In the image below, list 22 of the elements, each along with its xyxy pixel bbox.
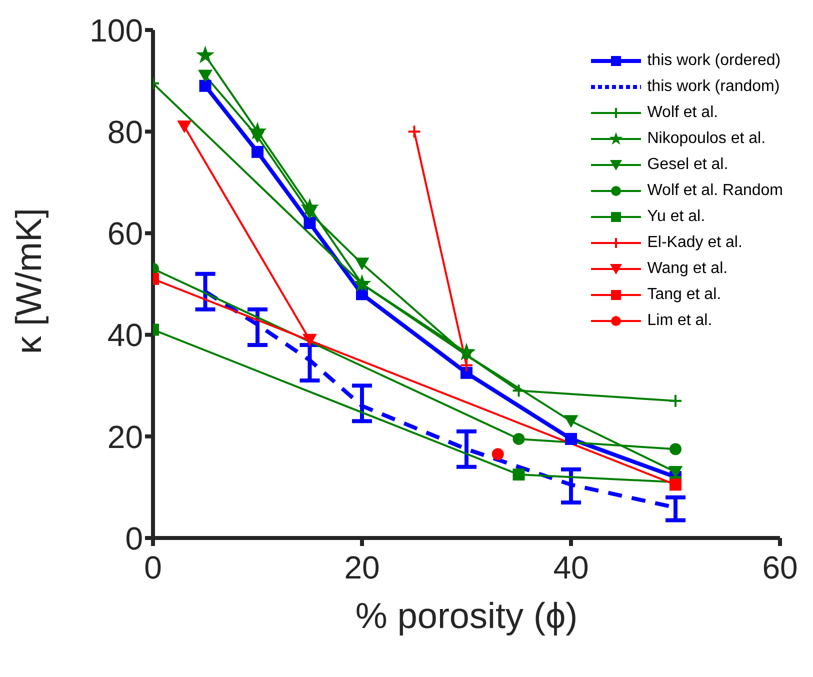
x-tick-label: 60: [762, 550, 798, 586]
x-axis-title: % porosity (ϕ): [355, 595, 578, 636]
y-tick-label: 80: [107, 114, 143, 150]
y-axis-title: κ [W/mK]: [8, 208, 49, 354]
y-tick-label: 20: [107, 418, 143, 455]
y-tick-label: 60: [107, 216, 143, 252]
legend-label: Wang et al.: [647, 259, 728, 279]
legend-label: Wolf et al. Random: [647, 181, 783, 201]
x-tick-label: 20: [344, 550, 380, 586]
legend-label: Yu et al.: [647, 207, 706, 227]
legend-label: Tang et al.: [647, 285, 722, 305]
y-tick-label: 40: [107, 317, 143, 354]
legend-label: Nikopoulos et al.: [647, 129, 766, 149]
x-tick-label: 40: [553, 550, 589, 586]
legend-label: El-Kady et al.: [647, 233, 742, 253]
legend-label: Wolf et al.: [647, 103, 718, 123]
legend-label: this work (random): [647, 77, 780, 97]
legend-label: this work (ordered): [647, 51, 781, 71]
y-tick-label: 100: [90, 12, 143, 48]
legend-label: Gesel et al.: [647, 155, 728, 175]
legend-label: Lim et al.: [647, 311, 712, 331]
y-tick-label: 0: [125, 520, 143, 556]
